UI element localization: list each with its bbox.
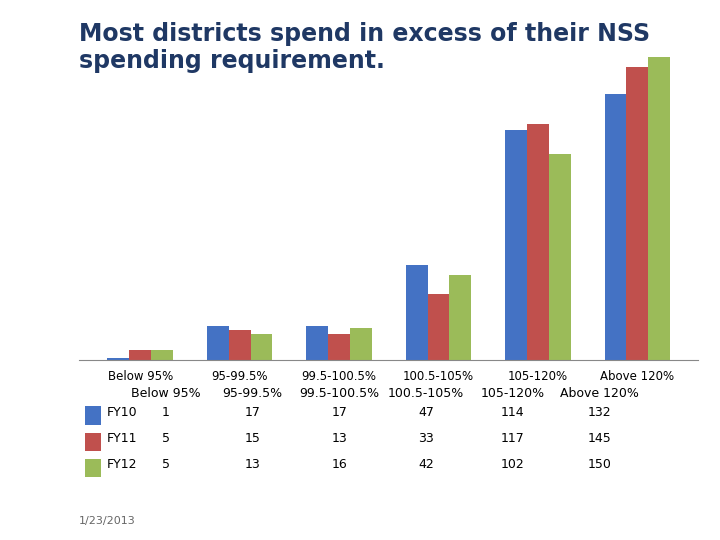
Bar xyxy=(428,294,449,360)
Text: 13: 13 xyxy=(245,458,261,471)
Text: 102: 102 xyxy=(501,458,524,471)
Text: 99.5-100.5%: 99.5-100.5% xyxy=(300,387,379,400)
Text: 17: 17 xyxy=(331,406,347,419)
Text: 95-99.5%: 95-99.5% xyxy=(222,387,283,400)
Bar xyxy=(549,154,571,360)
Bar xyxy=(405,265,428,360)
Bar xyxy=(229,330,251,360)
FancyBboxPatch shape xyxy=(86,433,101,451)
Text: 132: 132 xyxy=(588,406,611,419)
Bar xyxy=(129,350,151,360)
Text: 5: 5 xyxy=(162,458,170,471)
Text: 5: 5 xyxy=(162,432,170,445)
Bar xyxy=(151,350,173,360)
Text: 16: 16 xyxy=(331,458,347,471)
Text: 42: 42 xyxy=(418,458,434,471)
Bar xyxy=(350,328,372,360)
Text: FY10: FY10 xyxy=(107,406,138,419)
Text: Above 120%: Above 120% xyxy=(560,387,639,400)
Text: Below 95%: Below 95% xyxy=(131,387,201,400)
Text: FY11: FY11 xyxy=(107,432,138,445)
Text: 15: 15 xyxy=(245,432,261,445)
Bar xyxy=(605,93,626,360)
Text: 105-120%: 105-120% xyxy=(480,387,545,400)
Bar xyxy=(505,130,527,360)
Text: Most districts spend in excess of their NSS
spending requirement.: Most districts spend in excess of their … xyxy=(79,22,650,73)
Text: 100.5-105%: 100.5-105% xyxy=(388,387,464,400)
Text: 17: 17 xyxy=(245,406,261,419)
Text: 114: 114 xyxy=(501,406,524,419)
Text: 33: 33 xyxy=(418,432,434,445)
Bar xyxy=(527,124,549,360)
Bar xyxy=(328,334,350,360)
Bar xyxy=(107,358,129,360)
Bar xyxy=(207,326,229,360)
FancyBboxPatch shape xyxy=(86,458,101,477)
Text: 117: 117 xyxy=(501,432,524,445)
Text: 1: 1 xyxy=(162,406,170,419)
Text: 145: 145 xyxy=(588,432,611,445)
Bar xyxy=(649,57,670,360)
Text: 150: 150 xyxy=(588,458,611,471)
Text: 47: 47 xyxy=(418,406,434,419)
Text: FY12: FY12 xyxy=(107,458,138,471)
Bar xyxy=(251,334,272,360)
Text: 1/23/2013: 1/23/2013 xyxy=(79,516,136,526)
Bar xyxy=(626,68,649,360)
Bar xyxy=(306,326,328,360)
Bar xyxy=(449,275,472,360)
FancyBboxPatch shape xyxy=(86,407,101,425)
Text: 13: 13 xyxy=(331,432,347,445)
